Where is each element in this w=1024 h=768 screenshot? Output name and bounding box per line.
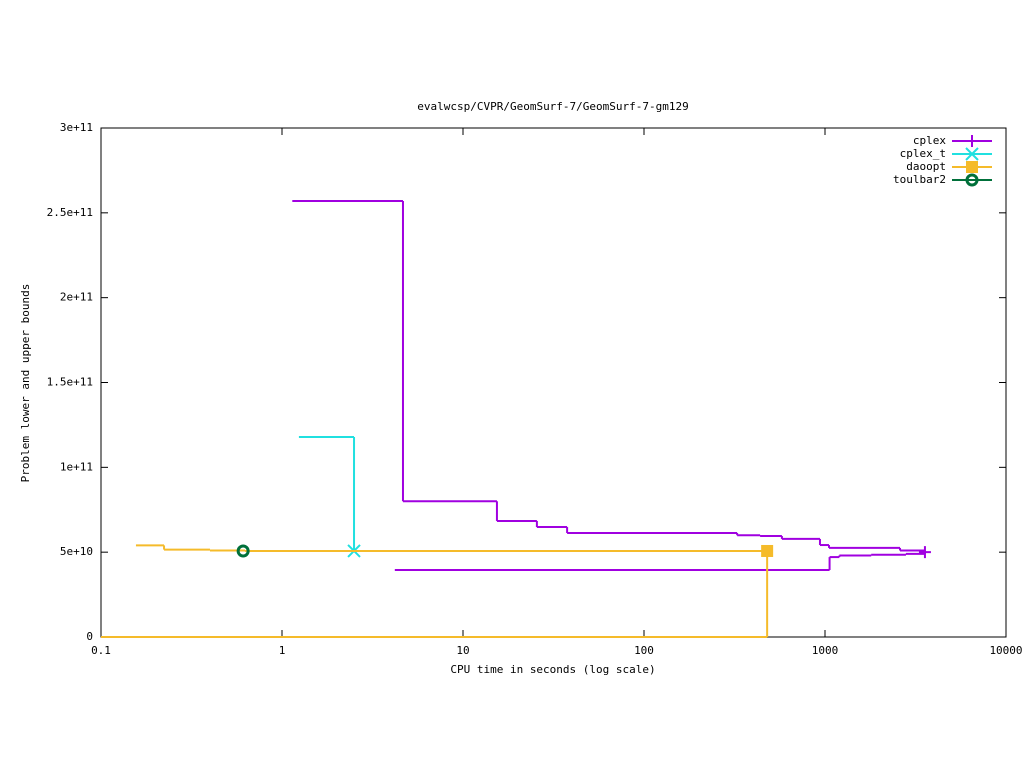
x-tick-label: 100 <box>634 644 654 657</box>
y-axis-label: Problem lower and upper bounds <box>19 284 32 483</box>
x-tick-label: 10000 <box>989 644 1022 657</box>
marker <box>965 147 979 161</box>
y-tick-label: 5e+10 <box>60 545 93 558</box>
marker <box>966 161 978 173</box>
plot-frame <box>100 127 1007 638</box>
marker <box>918 546 931 559</box>
legend-label: cplex_t <box>900 147 946 160</box>
y-tick-label: 2.5e+11 <box>47 206 93 219</box>
chart-title: evalwcsp/CVPR/GeomSurf-7/GeomSurf-7-gm12… <box>417 100 689 113</box>
y-tick-label: 1e+11 <box>60 460 93 473</box>
marker <box>965 173 979 187</box>
x-tick-label: 0.1 <box>91 644 111 657</box>
marker <box>966 135 978 147</box>
legend-label: toulbar2 <box>893 173 946 186</box>
legend-label: cplex <box>913 134 946 147</box>
x-tick-label: 1000 <box>812 644 839 657</box>
y-tick-label: 2e+11 <box>60 291 93 304</box>
marker <box>236 544 250 558</box>
y-tick-label: 0 <box>86 630 93 643</box>
x-tick-label: 10 <box>456 644 469 657</box>
x-axis-label: CPU time in seconds (log scale) <box>450 663 655 676</box>
x-tick-label: 1 <box>279 644 286 657</box>
marker <box>761 544 774 557</box>
y-tick-label: 1.5e+11 <box>47 376 93 389</box>
legend-label: daoopt <box>906 160 946 173</box>
y-tick-label: 3e+11 <box>60 121 93 134</box>
